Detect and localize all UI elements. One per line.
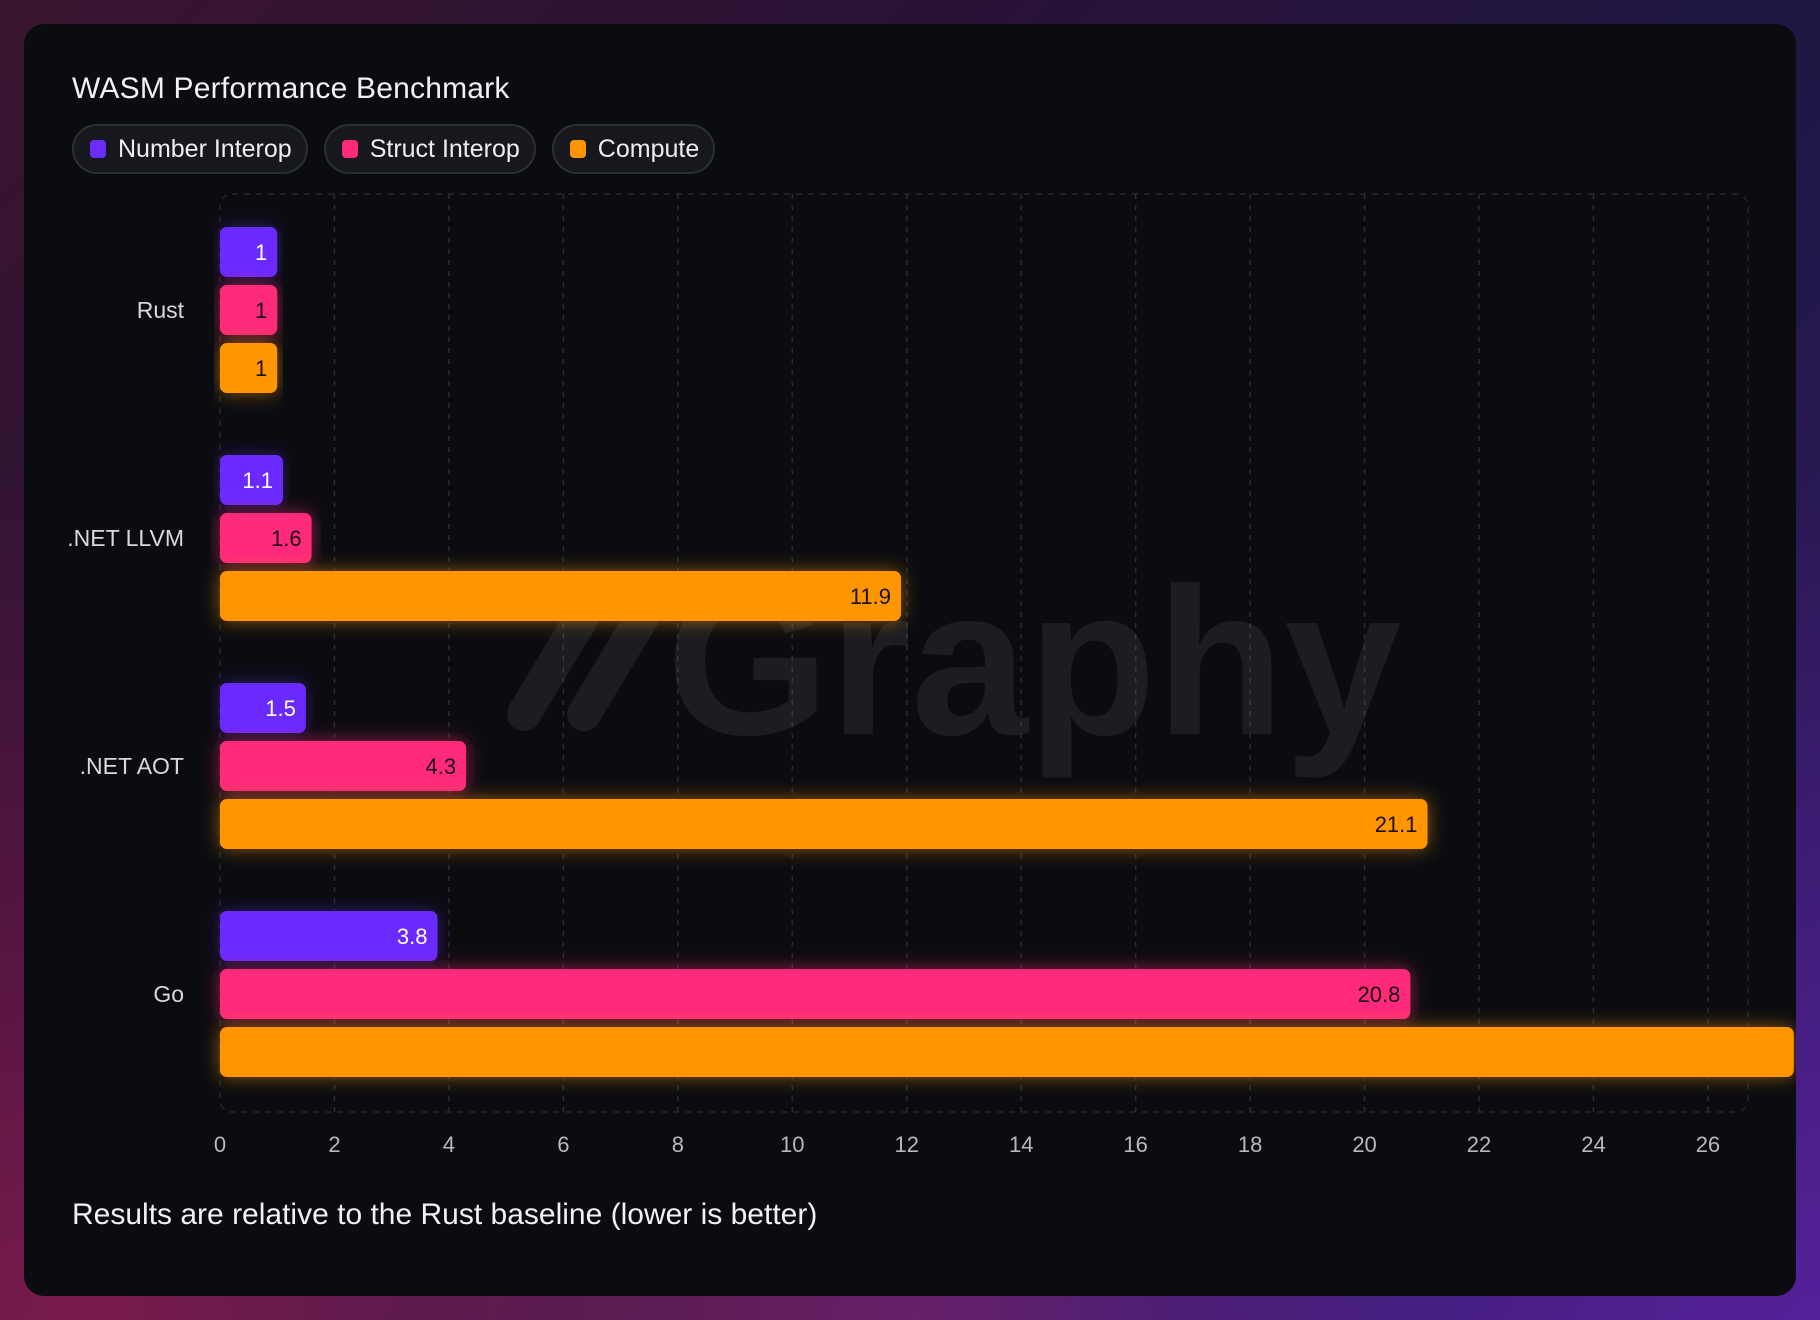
bar-value-label: 20.8 [1358, 982, 1401, 1007]
bar [220, 455, 283, 505]
bar [220, 285, 278, 335]
bar-value-label: 1.6 [271, 526, 302, 551]
x-tick-label: 0 [214, 1132, 226, 1157]
plot-frame [219, 193, 1749, 1113]
bar-value-label: 1 [255, 240, 267, 265]
x-tick-label: 12 [894, 1132, 918, 1157]
watermark-icon [507, 597, 661, 731]
x-tick-label: 10 [780, 1132, 804, 1157]
x-tick-label: 6 [557, 1132, 569, 1157]
bar-value-label: 1.5 [265, 696, 296, 721]
x-tick-label: 16 [1123, 1132, 1147, 1157]
category-label: .NET AOT [80, 753, 184, 779]
bar-value-label: 1 [255, 356, 267, 381]
x-tick-label: 22 [1467, 1132, 1491, 1157]
bar [220, 799, 1428, 849]
legend-item-number-interop[interactable]: Number Interop [72, 124, 308, 174]
bar-value-label: 1 [255, 298, 267, 323]
x-tick-label: 18 [1238, 1132, 1262, 1157]
legend-swatch-compute [569, 140, 586, 158]
bar-value-label: 11.9 [850, 584, 891, 609]
x-tick-label: 20 [1352, 1132, 1376, 1157]
category-label: Go [153, 981, 184, 1007]
bar [220, 683, 306, 733]
legend-label-compute: Compute [597, 134, 700, 163]
legend: Number Interop Struct Interop Compute [72, 124, 716, 174]
bar-value-label: 21.1 [1375, 812, 1418, 837]
bar [220, 343, 278, 393]
bar-value-label: 4.3 [425, 754, 456, 779]
chart-card: WASM Performance Benchmark Number Intero… [24, 24, 1796, 1296]
bar [220, 1027, 1794, 1077]
bar-value-label: 1.1 [242, 468, 273, 493]
x-tick-label: 24 [1581, 1132, 1605, 1157]
x-tick-label: 4 [443, 1132, 455, 1157]
bar [220, 513, 312, 563]
x-tick-label: 14 [1009, 1132, 1033, 1157]
bar [220, 227, 278, 277]
legend-label-number-interop: Number Interop [118, 134, 292, 163]
bar [220, 571, 902, 621]
bar [220, 969, 1411, 1019]
x-tick-label: 8 [672, 1132, 684, 1157]
bar [220, 911, 438, 961]
chart-title: WASM Performance Benchmark [72, 72, 510, 105]
category-label: .NET LLVM [67, 525, 184, 551]
legend-item-struct-interop[interactable]: Struct Interop [323, 124, 536, 174]
legend-swatch-struct-interop [341, 140, 358, 158]
x-tick-label: 2 [328, 1132, 340, 1157]
x-tick-label: 26 [1696, 1132, 1720, 1157]
chart-footnote: Results are relative to the Rust baselin… [72, 1198, 818, 1231]
legend-swatch-number-interop [90, 140, 106, 158]
bar-value-label: 3.8 [397, 924, 428, 949]
legend-label-struct-interop: Struct Interop [369, 134, 520, 163]
legend-item-compute[interactable]: Compute [551, 124, 716, 174]
category-label: Rust [137, 297, 185, 323]
bar [220, 741, 467, 791]
